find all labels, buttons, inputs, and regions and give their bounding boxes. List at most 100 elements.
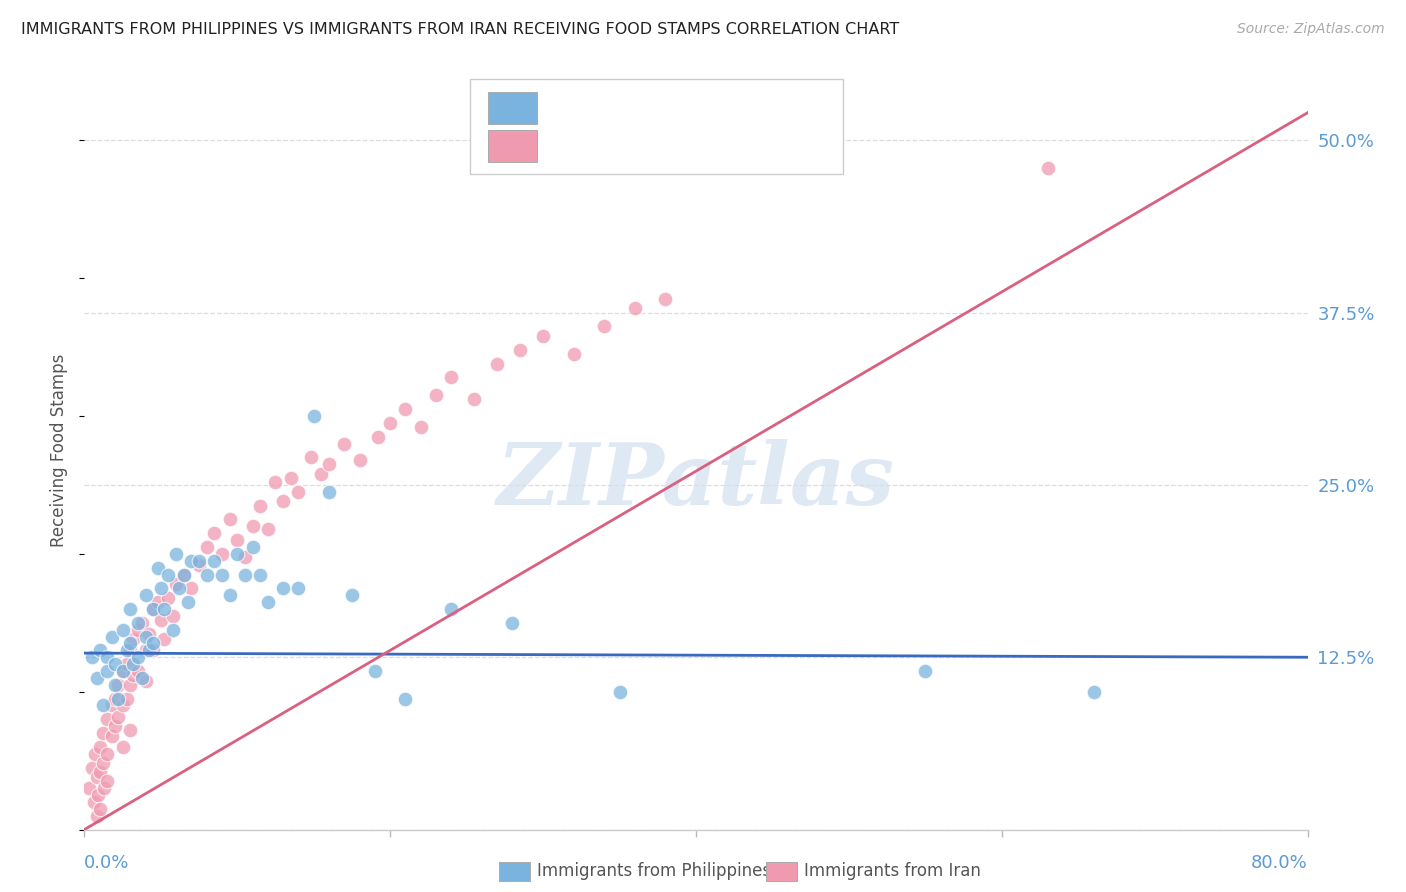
Text: Immigrants from Philippines: Immigrants from Philippines	[537, 863, 772, 880]
Point	[120, 723, 142, 738]
Point	[96, 664, 118, 678]
Point	[502, 615, 524, 630]
Point	[142, 602, 165, 616]
Point	[96, 650, 118, 665]
Point	[624, 301, 647, 316]
Point	[188, 554, 211, 568]
Text: R = -0.013   N = 56: R = -0.013 N = 56	[550, 99, 748, 117]
FancyBboxPatch shape	[488, 92, 537, 124]
Point	[226, 533, 249, 547]
Y-axis label: Receiving Food Stamps: Receiving Food Stamps	[51, 354, 69, 547]
Point	[89, 764, 111, 779]
Point	[218, 512, 240, 526]
Point	[142, 643, 165, 657]
Point	[367, 430, 389, 444]
Point	[111, 664, 134, 678]
Point	[149, 582, 172, 596]
Point	[195, 567, 218, 582]
Point	[425, 388, 447, 402]
Point	[609, 684, 631, 698]
Point	[202, 554, 225, 568]
Point	[165, 547, 187, 561]
Point	[440, 370, 463, 384]
Point	[271, 582, 294, 596]
Point	[349, 453, 371, 467]
Point	[440, 602, 463, 616]
Point	[157, 567, 180, 582]
Point	[127, 650, 149, 665]
Point	[280, 471, 302, 485]
Text: 80.0%: 80.0%	[1251, 854, 1308, 871]
Point	[180, 554, 202, 568]
Point	[318, 457, 340, 471]
Point	[93, 781, 115, 796]
Point	[162, 623, 184, 637]
Point	[226, 547, 249, 561]
Point	[211, 547, 233, 561]
Point	[249, 567, 271, 582]
Point	[87, 788, 110, 802]
Point	[333, 436, 356, 450]
Point	[115, 691, 138, 706]
Point	[127, 664, 149, 678]
Point	[104, 678, 127, 692]
Point	[177, 595, 200, 609]
Point	[107, 691, 129, 706]
Point	[394, 691, 416, 706]
Point	[257, 595, 280, 609]
Point	[84, 747, 107, 761]
Point	[101, 729, 124, 743]
Point	[86, 671, 108, 685]
Point	[463, 392, 485, 407]
Point	[104, 719, 127, 733]
Point	[127, 623, 149, 637]
Point	[311, 467, 333, 481]
Point	[271, 494, 294, 508]
Point	[86, 770, 108, 784]
FancyBboxPatch shape	[470, 79, 842, 174]
Point	[153, 602, 176, 616]
Point	[111, 664, 134, 678]
Point	[202, 526, 225, 541]
Point	[264, 475, 287, 490]
Point	[89, 643, 111, 657]
Point	[1036, 161, 1059, 175]
Point	[104, 691, 127, 706]
Point	[80, 760, 103, 774]
Point	[138, 627, 160, 641]
Point	[249, 499, 271, 513]
Text: Immigrants from Iran: Immigrants from Iran	[804, 863, 981, 880]
Point	[149, 613, 172, 627]
Point	[122, 657, 145, 672]
Point	[180, 582, 202, 596]
Point	[562, 347, 585, 361]
Point	[173, 567, 195, 582]
Point	[654, 292, 676, 306]
Point	[233, 549, 256, 564]
Point	[380, 416, 402, 430]
Point	[120, 636, 142, 650]
Point	[138, 643, 160, 657]
Point	[211, 567, 233, 582]
Point	[409, 420, 432, 434]
Point	[111, 698, 134, 713]
Point	[89, 739, 111, 754]
Point	[101, 698, 124, 713]
Point	[162, 608, 184, 623]
Point	[242, 540, 264, 554]
Point	[153, 632, 176, 647]
Point	[340, 588, 363, 602]
Point	[146, 595, 169, 609]
Point	[91, 726, 114, 740]
Point	[120, 602, 142, 616]
Point	[486, 357, 509, 371]
Text: 0.0%: 0.0%	[84, 854, 129, 871]
Point	[120, 643, 142, 657]
Point	[83, 795, 105, 809]
Point	[131, 671, 153, 685]
Point	[135, 673, 157, 688]
Point	[77, 781, 100, 796]
Point	[233, 567, 256, 582]
Point	[120, 678, 142, 692]
Point	[104, 657, 127, 672]
